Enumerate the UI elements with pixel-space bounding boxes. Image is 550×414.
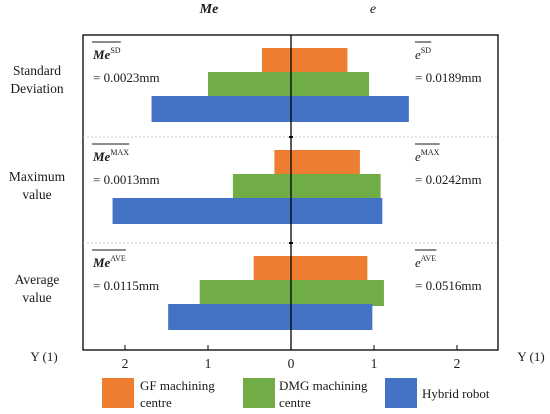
y-axis-label-left: Y (1)	[30, 349, 57, 364]
legend-label-gf-line1: GF machining	[140, 378, 215, 393]
symbol: e	[415, 149, 421, 164]
legend-swatch-gf	[102, 378, 134, 408]
column-header-left: Me	[199, 2, 219, 17]
x-tick-label: 2	[122, 356, 129, 371]
annotation-right-value: = 0.0516mm	[415, 278, 482, 293]
bar-left	[274, 150, 291, 176]
annotation-left-value: = 0.0115mm	[93, 278, 159, 293]
column-header-right: e	[370, 2, 376, 17]
annotation-right-value: = 0.0189mm	[415, 70, 482, 85]
annotation-left-value: = 0.0013mm	[93, 172, 160, 187]
x-tick-label: 2	[454, 356, 461, 371]
bar-right	[291, 150, 360, 176]
symbol: Me	[92, 47, 111, 62]
annotation-right-value: = 0.0242mm	[415, 172, 482, 187]
superscript: AVE	[421, 254, 437, 263]
category-label-line: Deviation	[10, 81, 63, 96]
category-label-line: Average	[15, 272, 60, 287]
bar-left	[253, 256, 291, 282]
superscript: SD	[110, 46, 120, 55]
axis-group: 2 1 0 1 2	[122, 35, 461, 371]
legend-swatch-hybrid	[385, 378, 417, 408]
legend-label-hybrid: Hybrid robot	[422, 386, 490, 401]
legend-label-dmg-line1: DMG machining	[279, 378, 368, 393]
symbol: Me	[92, 255, 111, 270]
bar-left	[261, 48, 291, 74]
bar-left	[199, 280, 291, 306]
bar-right	[291, 174, 381, 200]
category-label-0: Standard Deviation	[10, 63, 63, 96]
bar-right	[291, 72, 370, 98]
x-tick-label: 1	[371, 356, 378, 371]
annotation-left-symbol: MeSD	[92, 46, 121, 62]
superscript: MAX	[421, 148, 440, 157]
annotation-right-symbol: eMAX	[415, 148, 440, 164]
bar-right	[291, 280, 384, 306]
category-label-line: value	[22, 187, 51, 202]
x-tick-label: 0	[288, 356, 295, 371]
legend: GF machining centre DMG machining centre…	[102, 378, 490, 410]
category-label-2: Average value	[15, 272, 60, 305]
y-axis-label-right: Y (1)	[517, 349, 544, 364]
bar-right	[291, 96, 409, 122]
bar-left	[168, 304, 291, 330]
x-tick-label: 1	[205, 356, 212, 371]
category-label-line: Maximum	[9, 169, 66, 184]
bar-right	[291, 256, 368, 282]
bar-left	[151, 96, 291, 122]
superscript: MAX	[110, 148, 129, 157]
category-label-1: Maximum value	[9, 169, 66, 202]
legend-swatch-dmg	[243, 378, 275, 408]
symbol: e	[415, 255, 421, 270]
annotation-right-symbol: eAVE	[415, 254, 436, 270]
annotation-left-value: = 0.0023mm	[93, 70, 160, 85]
annotation-left-symbol: MeMAX	[92, 148, 129, 164]
legend-label-gf-line2: centre	[140, 395, 172, 410]
bar-left	[232, 174, 291, 200]
symbol: Me	[92, 149, 111, 164]
bar-right	[291, 48, 348, 74]
superscript: AVE	[110, 254, 126, 263]
bars-group	[112, 48, 409, 330]
bar-right	[291, 304, 373, 330]
bar-left	[112, 198, 291, 224]
category-label-line: Standard	[13, 63, 61, 78]
superscript: SD	[421, 46, 431, 55]
annotation-right-symbol: eSD	[415, 46, 431, 62]
symbol: e	[415, 47, 421, 62]
bar-right	[291, 198, 383, 224]
legend-label-dmg-line2: centre	[279, 395, 311, 410]
annotation-left-symbol: MeAVE	[92, 254, 126, 270]
bar-left	[208, 72, 291, 98]
category-label-line: value	[22, 290, 51, 305]
